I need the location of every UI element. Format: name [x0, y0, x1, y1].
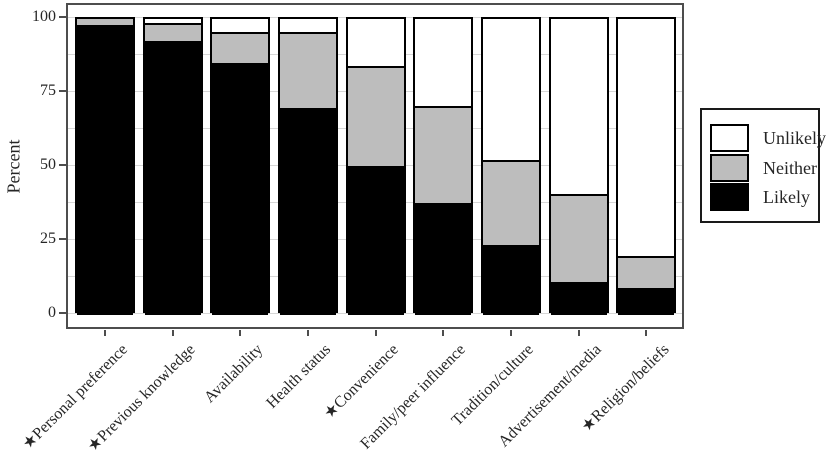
y-tick-label-75: 75 [40, 82, 56, 99]
y-tick-mark-75 [59, 90, 66, 92]
bar-1 [75, 17, 135, 315]
x-tick-mark-2 [171, 330, 174, 336]
bar-segment-unlikely [144, 19, 201, 24]
x-tick-mark-4 [306, 330, 309, 336]
bar-3 [210, 17, 271, 315]
y-tick-mark-100 [59, 16, 66, 18]
bar-9 [616, 17, 677, 315]
bar-segment-unlikely [482, 19, 539, 160]
legend-label: Neither [763, 157, 817, 178]
bar-segment-neither [550, 193, 607, 283]
bar-4 [277, 17, 338, 315]
y-tick-mark-25 [59, 238, 66, 240]
bar-segment-neither [279, 32, 336, 108]
y-tick-mark-50 [59, 164, 66, 166]
likely-swatch [710, 183, 749, 211]
bar-segment-likely [550, 282, 607, 315]
bar-5 [345, 17, 406, 315]
legend-item-unlikely: Unlikely [710, 124, 826, 152]
y-tick-mark-0 [59, 312, 66, 314]
bar-segment-neither [144, 23, 201, 42]
plot-panel [66, 3, 684, 329]
x-tick-mark-6 [442, 330, 445, 336]
neither-swatch [710, 154, 749, 182]
bar-segment-likely [212, 63, 269, 315]
bar-2 [142, 17, 203, 315]
bar-segment-unlikely [415, 19, 472, 107]
bar-segment-unlikely [550, 19, 607, 194]
bar-segment-neither [77, 19, 133, 25]
bar-segment-unlikely [347, 19, 404, 67]
bar-segment-unlikely [212, 19, 269, 33]
bar-segment-neither [482, 159, 539, 246]
bar-segment-likely [144, 41, 201, 315]
bar-segment-likely [77, 24, 133, 315]
bar-segment-likely [618, 288, 675, 315]
legend-item-neither: Neither [710, 154, 817, 182]
x-tick-mark-5 [374, 330, 377, 336]
x-category-label: Availability [201, 341, 267, 407]
y-tick-label-25: 25 [40, 230, 56, 247]
x-tick-mark-3 [239, 330, 242, 336]
legend-label: Unlikely [763, 127, 826, 148]
unlikely-swatch [710, 124, 749, 152]
bar-segment-unlikely [279, 19, 336, 33]
y-tick-label-0: 0 [48, 304, 56, 321]
x-tick-mark-8 [577, 330, 580, 336]
bar-8 [548, 17, 609, 315]
bar-6 [413, 17, 474, 315]
x-category-label: Health status [263, 341, 334, 412]
y-tick-label-100: 100 [32, 8, 56, 25]
bar-segment-neither [415, 106, 472, 203]
bar-segment-neither [347, 66, 404, 166]
legend-item-likely: Likely [710, 183, 810, 211]
bar-segment-unlikely [618, 19, 675, 256]
bar-segment-likely [415, 202, 472, 315]
legend-box: Unlikely Neither Likely [700, 108, 826, 223]
bar-segment-likely [347, 165, 404, 315]
bar-segment-likely [279, 107, 336, 315]
x-tick-mark-9 [645, 330, 648, 336]
bar-segment-likely [482, 245, 539, 315]
legend-label: Likely [763, 186, 810, 207]
bar-7 [480, 17, 541, 315]
x-tick-mark-1 [104, 330, 106, 336]
bar-segment-neither [212, 32, 269, 64]
y-tick-label-50: 50 [40, 156, 56, 173]
x-tick-mark-7 [509, 330, 512, 336]
bar-segment-neither [618, 255, 675, 289]
